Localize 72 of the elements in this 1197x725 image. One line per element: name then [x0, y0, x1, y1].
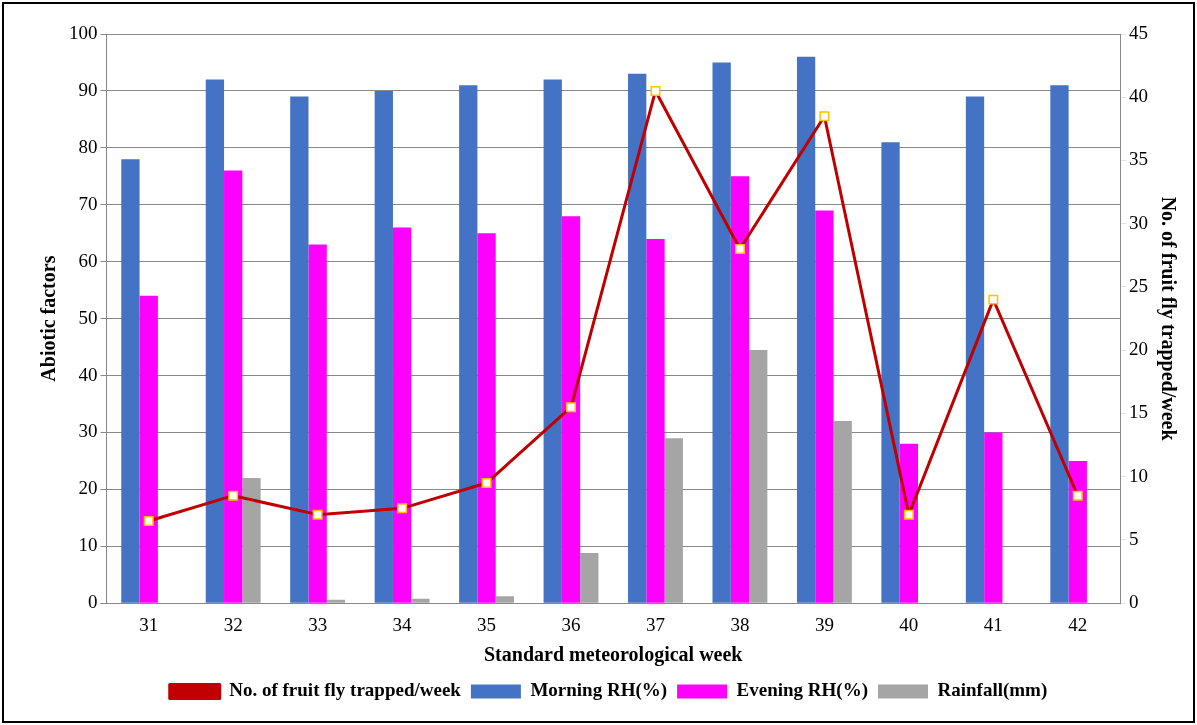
x-tick-label: 34 [392, 613, 413, 635]
y-tick-label: 70 [78, 192, 98, 214]
bar [411, 598, 430, 603]
y2-tick-label: 10 [1129, 464, 1148, 486]
bar [712, 62, 731, 603]
bar [984, 432, 1003, 603]
bar [833, 421, 852, 603]
x-tick-label: 41 [983, 613, 1003, 635]
x-tick-label: 40 [899, 613, 919, 635]
x-tick-label: 32 [223, 613, 243, 635]
x-tick-label: 39 [814, 613, 834, 635]
bar [664, 438, 683, 603]
y2-tick-label: 5 [1129, 527, 1139, 549]
bar [374, 90, 393, 603]
y-tick-label: 0 [88, 591, 98, 613]
bar [796, 56, 816, 603]
bar [459, 85, 478, 603]
y2-axis-title: No. of fruit fly trapped/week [1156, 196, 1180, 442]
bar [139, 295, 158, 603]
x-tick-label: 33 [308, 613, 328, 635]
bar [561, 216, 581, 603]
legend-label: No. of fruit fly trapped/week [229, 679, 462, 701]
bar [580, 553, 599, 603]
y-tick-label: 10 [78, 534, 98, 556]
bar [628, 73, 647, 603]
y-axis-title: Abiotic factors [37, 255, 60, 382]
bar [1068, 460, 1087, 603]
y2-tick-label: 45 [1129, 21, 1148, 43]
y2-tick-label: 25 [1129, 274, 1148, 296]
y-tick-label: 50 [78, 306, 98, 328]
bar [224, 170, 243, 603]
y-tick-label: 100 [69, 21, 98, 43]
y2-tick-label: 20 [1129, 338, 1148, 360]
y-tick-label: 20 [78, 477, 98, 499]
x-tick-label: 31 [139, 613, 159, 635]
y2-tick-label: 30 [1129, 211, 1148, 233]
bar [242, 477, 261, 603]
bar [1050, 85, 1069, 603]
x-tick-label: 35 [477, 613, 497, 635]
bar [205, 79, 225, 603]
bar [730, 176, 750, 603]
x-tick-label: 37 [645, 613, 665, 635]
y-tick-label: 60 [78, 249, 98, 271]
y2-tick-label: 35 [1129, 148, 1148, 170]
x-tick-label: 36 [561, 613, 581, 635]
bar [477, 233, 496, 603]
bar [965, 96, 985, 603]
bar [899, 443, 918, 603]
y2-tick-label: 40 [1129, 85, 1148, 107]
y-tick-label: 80 [78, 135, 98, 157]
legend-label: Morning RH(%) [530, 679, 668, 702]
bar [308, 244, 327, 603]
bar [392, 227, 412, 603]
y2-tick-label: 0 [1129, 591, 1139, 613]
legend-label: Rainfall(mm) [937, 679, 1048, 702]
bar [326, 599, 346, 603]
bar [749, 349, 768, 603]
y-tick-label: 40 [78, 363, 98, 385]
x-axis-title: Standard meteorological week [484, 643, 744, 667]
bar [495, 596, 515, 603]
legend-label: Evening RH(%) [736, 679, 869, 702]
bar [290, 96, 309, 603]
y-tick-label: 30 [78, 420, 98, 442]
y-tick-label: 90 [78, 78, 98, 100]
bar [543, 79, 562, 603]
x-tick-label: 42 [1068, 613, 1088, 635]
bar [881, 142, 900, 603]
y2-tick-label: 15 [1129, 401, 1148, 423]
bar [121, 159, 140, 603]
bar [646, 238, 665, 603]
bar [815, 210, 834, 603]
x-tick-label: 38 [730, 613, 750, 635]
